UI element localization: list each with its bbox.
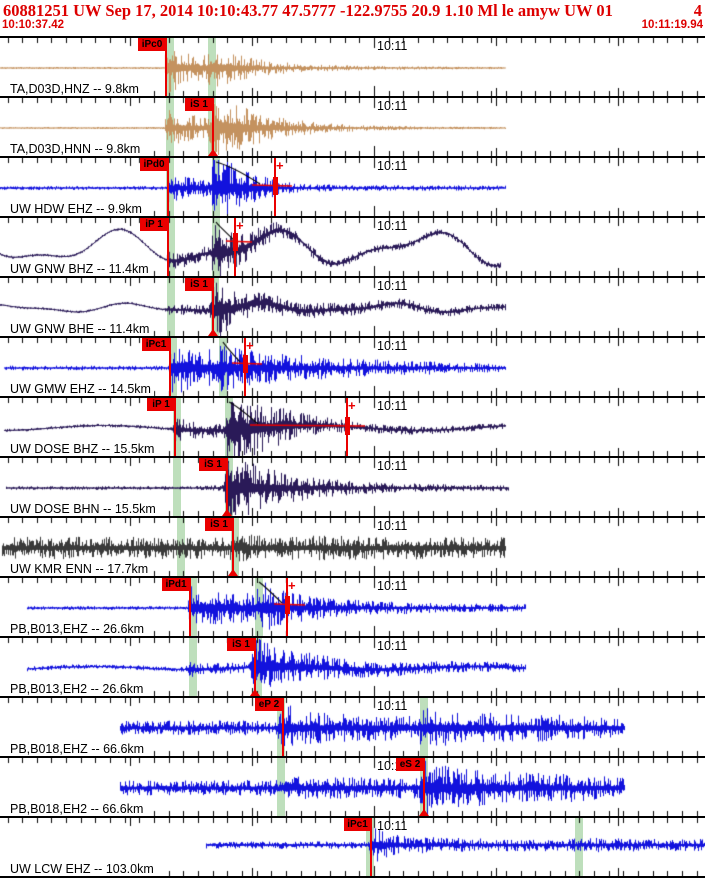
phase-pick-flag[interactable]: iP 1 xyxy=(140,218,168,231)
coda-marker-handle[interactable] xyxy=(273,177,278,195)
phase-pick-line[interactable] xyxy=(212,98,214,156)
phase-pick-flag[interactable]: iPc1 xyxy=(142,338,170,351)
phase-pick-flag[interactable]: iS 1 xyxy=(227,638,255,651)
coda-cross-icon: + xyxy=(246,338,254,353)
station-channel-label: PB,B018,EHZ -- 66.6km xyxy=(7,742,148,756)
trace-panel: iPc1 10:11 UW LCW EHZ -- 103.0km xyxy=(0,816,705,876)
time-window-row: 10:10:37.42 10:11:19.94 xyxy=(0,19,705,35)
trace-panel: iPd0 +10:11 UW HDW EHZ -- 9.9km xyxy=(0,156,705,216)
trace-panel: iP 1 +10:11 UW DOSE BHZ -- 15.5km xyxy=(0,396,705,456)
station-channel-label: PB,B013,EH2 -- 26.6km xyxy=(7,682,147,696)
major-tick-time-label: 10:11 xyxy=(377,579,408,593)
station-channel-label: PB,B013,EHZ -- 26.6km xyxy=(7,622,148,636)
phase-pick-line[interactable] xyxy=(226,458,228,516)
coda-marker-handle[interactable] xyxy=(233,233,238,251)
station-channel-label: UW KMR ENN -- 17.7km xyxy=(7,562,152,576)
major-tick-time-label: 10:11 xyxy=(377,159,408,173)
window-end-time: 10:11:19.94 xyxy=(641,19,703,31)
phase-pick-line[interactable] xyxy=(167,218,169,276)
s-pick-triangle xyxy=(208,329,218,336)
coda-cross-icon: + xyxy=(348,398,356,413)
station-channel-label: UW HDW EHZ -- 9.9km xyxy=(7,202,145,216)
phase-pick-line[interactable] xyxy=(212,278,214,336)
trace-panel: iS 1 10:11 PB,B013,EH2 -- 26.6km xyxy=(0,636,705,696)
phase-pick-flag[interactable]: iS 1 xyxy=(199,458,227,471)
trace-panel: iS 1 10:11 UW DOSE BHN -- 15.5km xyxy=(0,456,705,516)
event-header: 60881251 UW Sep 17, 2014 10:10:43.77 47.… xyxy=(0,0,705,20)
coda-marker-handle[interactable] xyxy=(285,596,290,614)
trace-panel: eS 2 10:11 PB,B018,EH2 -- 66.6km xyxy=(0,756,705,816)
station-channel-label: PB,B018,EH2 -- 66.6km xyxy=(7,802,147,816)
phase-pick-line[interactable] xyxy=(189,578,191,636)
phase-pick-line[interactable] xyxy=(423,758,425,816)
major-tick-time-label: 10:11 xyxy=(377,219,408,233)
phase-pick-flag[interactable]: iS 1 xyxy=(205,518,233,531)
station-channel-label: TA,D03D,HNN -- 9.8km xyxy=(7,142,144,156)
coda-cross-icon: + xyxy=(288,578,296,593)
event-header-right-count: 4 xyxy=(693,1,702,20)
phase-pick-flag[interactable]: eS 2 xyxy=(396,758,424,771)
s-pick-triangle xyxy=(250,689,260,696)
station-channel-label: UW GNW BHE -- 11.4km xyxy=(7,322,153,336)
major-tick-time-label: 10:11 xyxy=(377,459,408,473)
s-pick-triangle xyxy=(222,509,232,516)
phase-pick-flag[interactable]: iP 1 xyxy=(147,398,175,411)
phase-pick-line[interactable] xyxy=(370,818,372,876)
event-summary: 60881251 UW Sep 17, 2014 10:10:43.77 47.… xyxy=(3,1,613,20)
trace-panel: iS 1 10:11 TA,D03D,HNN -- 9.8km xyxy=(0,96,705,156)
major-tick-time-label: 10:11 xyxy=(377,39,408,53)
phase-pick-flag[interactable]: iPd0 xyxy=(140,158,168,171)
major-tick-time-label: 10:11 xyxy=(377,519,408,533)
major-tick-time-label: 10:11 xyxy=(377,639,408,653)
major-tick-time-label: 10:11 xyxy=(377,339,408,353)
phase-pick-line[interactable] xyxy=(232,518,234,576)
station-channel-label: UW DOSE BHN -- 15.5km xyxy=(7,502,159,516)
s-pick-triangle xyxy=(419,809,429,816)
phase-pick-flag[interactable]: iPc0 xyxy=(138,38,166,51)
coda-marker-handle[interactable] xyxy=(345,417,350,435)
coda-cross-icon: + xyxy=(276,158,284,173)
trace-panel: iP 1 +10:11 UW GNW BHZ -- 11.4km xyxy=(0,216,705,276)
trace-panel-stack: iPc0 10:11 TA,D03D,HNZ -- 9.8km iS 1 10:11 TA… xyxy=(0,36,705,878)
station-channel-label: UW GNW BHZ -- 11.4km xyxy=(7,262,152,276)
phase-pick-flag[interactable]: iS 1 xyxy=(185,98,213,111)
s-pick-triangle xyxy=(228,569,238,576)
trace-panel: eP 2 10:11 PB,B018,EHZ -- 66.6km xyxy=(0,696,705,756)
phase-pick-line[interactable] xyxy=(169,338,171,396)
coda-marker-handle[interactable] xyxy=(243,355,248,373)
trace-panel: iS 1 10:11 UW KMR ENN -- 17.7km xyxy=(0,516,705,576)
s-pick-triangle xyxy=(208,149,218,156)
phase-pick-line[interactable] xyxy=(254,638,256,696)
major-tick-time-label: 10:11 xyxy=(377,699,408,713)
trace-panel: iS 1 10:11 UW GNW BHE -- 11.4km xyxy=(0,276,705,336)
phase-pick-line[interactable] xyxy=(282,698,284,756)
major-tick-time-label: 10:11 xyxy=(377,399,408,413)
major-tick-time-label: 10:11 xyxy=(377,819,408,833)
coda-cross-icon: + xyxy=(236,218,244,233)
phase-pick-line[interactable] xyxy=(167,158,169,216)
station-channel-label: UW DOSE BHZ -- 15.5km xyxy=(7,442,158,456)
major-tick-time-label: 10:11 xyxy=(377,279,408,293)
window-start-time: 10:10:37.42 xyxy=(2,19,65,31)
phase-pick-flag[interactable]: iS 1 xyxy=(185,278,213,291)
station-channel-label: TA,D03D,HNZ -- 9.8km xyxy=(7,82,142,96)
trace-panel: iPc0 10:11 TA,D03D,HNZ -- 9.8km xyxy=(0,36,705,96)
trace-panel: iPc1 +10:11 UW GMW EHZ -- 14.5km xyxy=(0,336,705,396)
phase-pick-flag[interactable]: iPd1 xyxy=(162,578,190,591)
phase-pick-flag[interactable]: iPc1 xyxy=(344,818,371,831)
phase-pick-flag[interactable]: eP 2 xyxy=(255,698,283,711)
station-channel-label: UW GMW EHZ -- 14.5km xyxy=(7,382,154,396)
phase-pick-line[interactable] xyxy=(174,398,176,456)
phase-pick-line[interactable] xyxy=(165,38,167,96)
trace-panel: iPd1 +10:11 PB,B013,EHZ -- 26.6km xyxy=(0,576,705,636)
station-channel-label: UW LCW EHZ -- 103.0km xyxy=(7,862,157,876)
major-tick-time-label: 10:11 xyxy=(377,99,408,113)
